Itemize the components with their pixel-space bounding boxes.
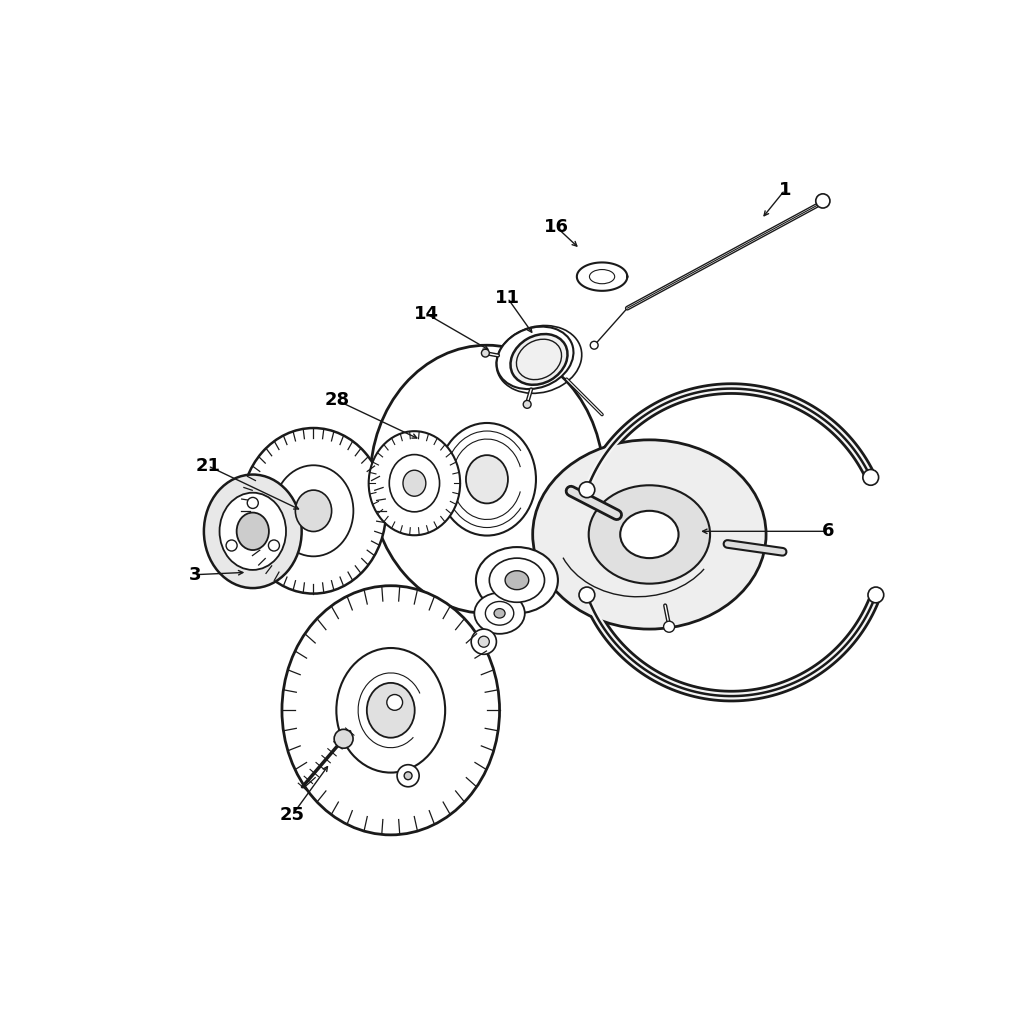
Ellipse shape xyxy=(403,470,426,497)
Circle shape xyxy=(523,400,531,409)
Ellipse shape xyxy=(532,440,766,629)
Circle shape xyxy=(868,587,884,603)
Ellipse shape xyxy=(273,465,353,556)
Ellipse shape xyxy=(438,423,536,536)
Ellipse shape xyxy=(516,339,561,380)
Circle shape xyxy=(478,636,489,647)
Circle shape xyxy=(397,765,419,786)
Ellipse shape xyxy=(494,608,505,618)
Ellipse shape xyxy=(466,455,508,504)
Circle shape xyxy=(579,482,595,498)
Text: 16: 16 xyxy=(544,218,569,236)
Text: 6: 6 xyxy=(822,522,835,541)
Text: 25: 25 xyxy=(280,806,305,824)
Ellipse shape xyxy=(476,547,558,613)
Text: 11: 11 xyxy=(495,289,520,307)
Ellipse shape xyxy=(590,269,614,284)
Ellipse shape xyxy=(621,511,679,558)
Ellipse shape xyxy=(237,513,269,550)
Circle shape xyxy=(404,772,412,779)
Circle shape xyxy=(481,349,489,357)
Ellipse shape xyxy=(505,570,528,590)
Circle shape xyxy=(268,540,280,551)
Circle shape xyxy=(816,194,829,208)
Text: 1: 1 xyxy=(778,181,792,199)
Ellipse shape xyxy=(204,474,302,588)
Text: 21: 21 xyxy=(196,457,220,475)
Text: 3: 3 xyxy=(189,565,202,584)
Circle shape xyxy=(226,540,238,551)
Ellipse shape xyxy=(497,327,573,389)
Circle shape xyxy=(334,729,353,749)
Ellipse shape xyxy=(241,428,386,594)
Ellipse shape xyxy=(371,345,604,613)
Polygon shape xyxy=(577,262,628,291)
Ellipse shape xyxy=(295,490,332,531)
Ellipse shape xyxy=(474,593,525,634)
Ellipse shape xyxy=(367,683,415,737)
Ellipse shape xyxy=(369,431,460,536)
Ellipse shape xyxy=(511,334,567,385)
Ellipse shape xyxy=(589,485,710,584)
Text: 28: 28 xyxy=(325,391,350,410)
Circle shape xyxy=(863,469,879,485)
Circle shape xyxy=(247,498,258,509)
Circle shape xyxy=(471,629,497,654)
Ellipse shape xyxy=(282,586,500,835)
Circle shape xyxy=(664,622,675,632)
Ellipse shape xyxy=(219,493,286,570)
Circle shape xyxy=(579,587,595,603)
Ellipse shape xyxy=(336,648,445,772)
Ellipse shape xyxy=(489,558,545,602)
Ellipse shape xyxy=(485,601,514,625)
Circle shape xyxy=(387,694,402,711)
Text: 14: 14 xyxy=(414,305,438,323)
Circle shape xyxy=(590,341,598,349)
Ellipse shape xyxy=(389,455,439,512)
